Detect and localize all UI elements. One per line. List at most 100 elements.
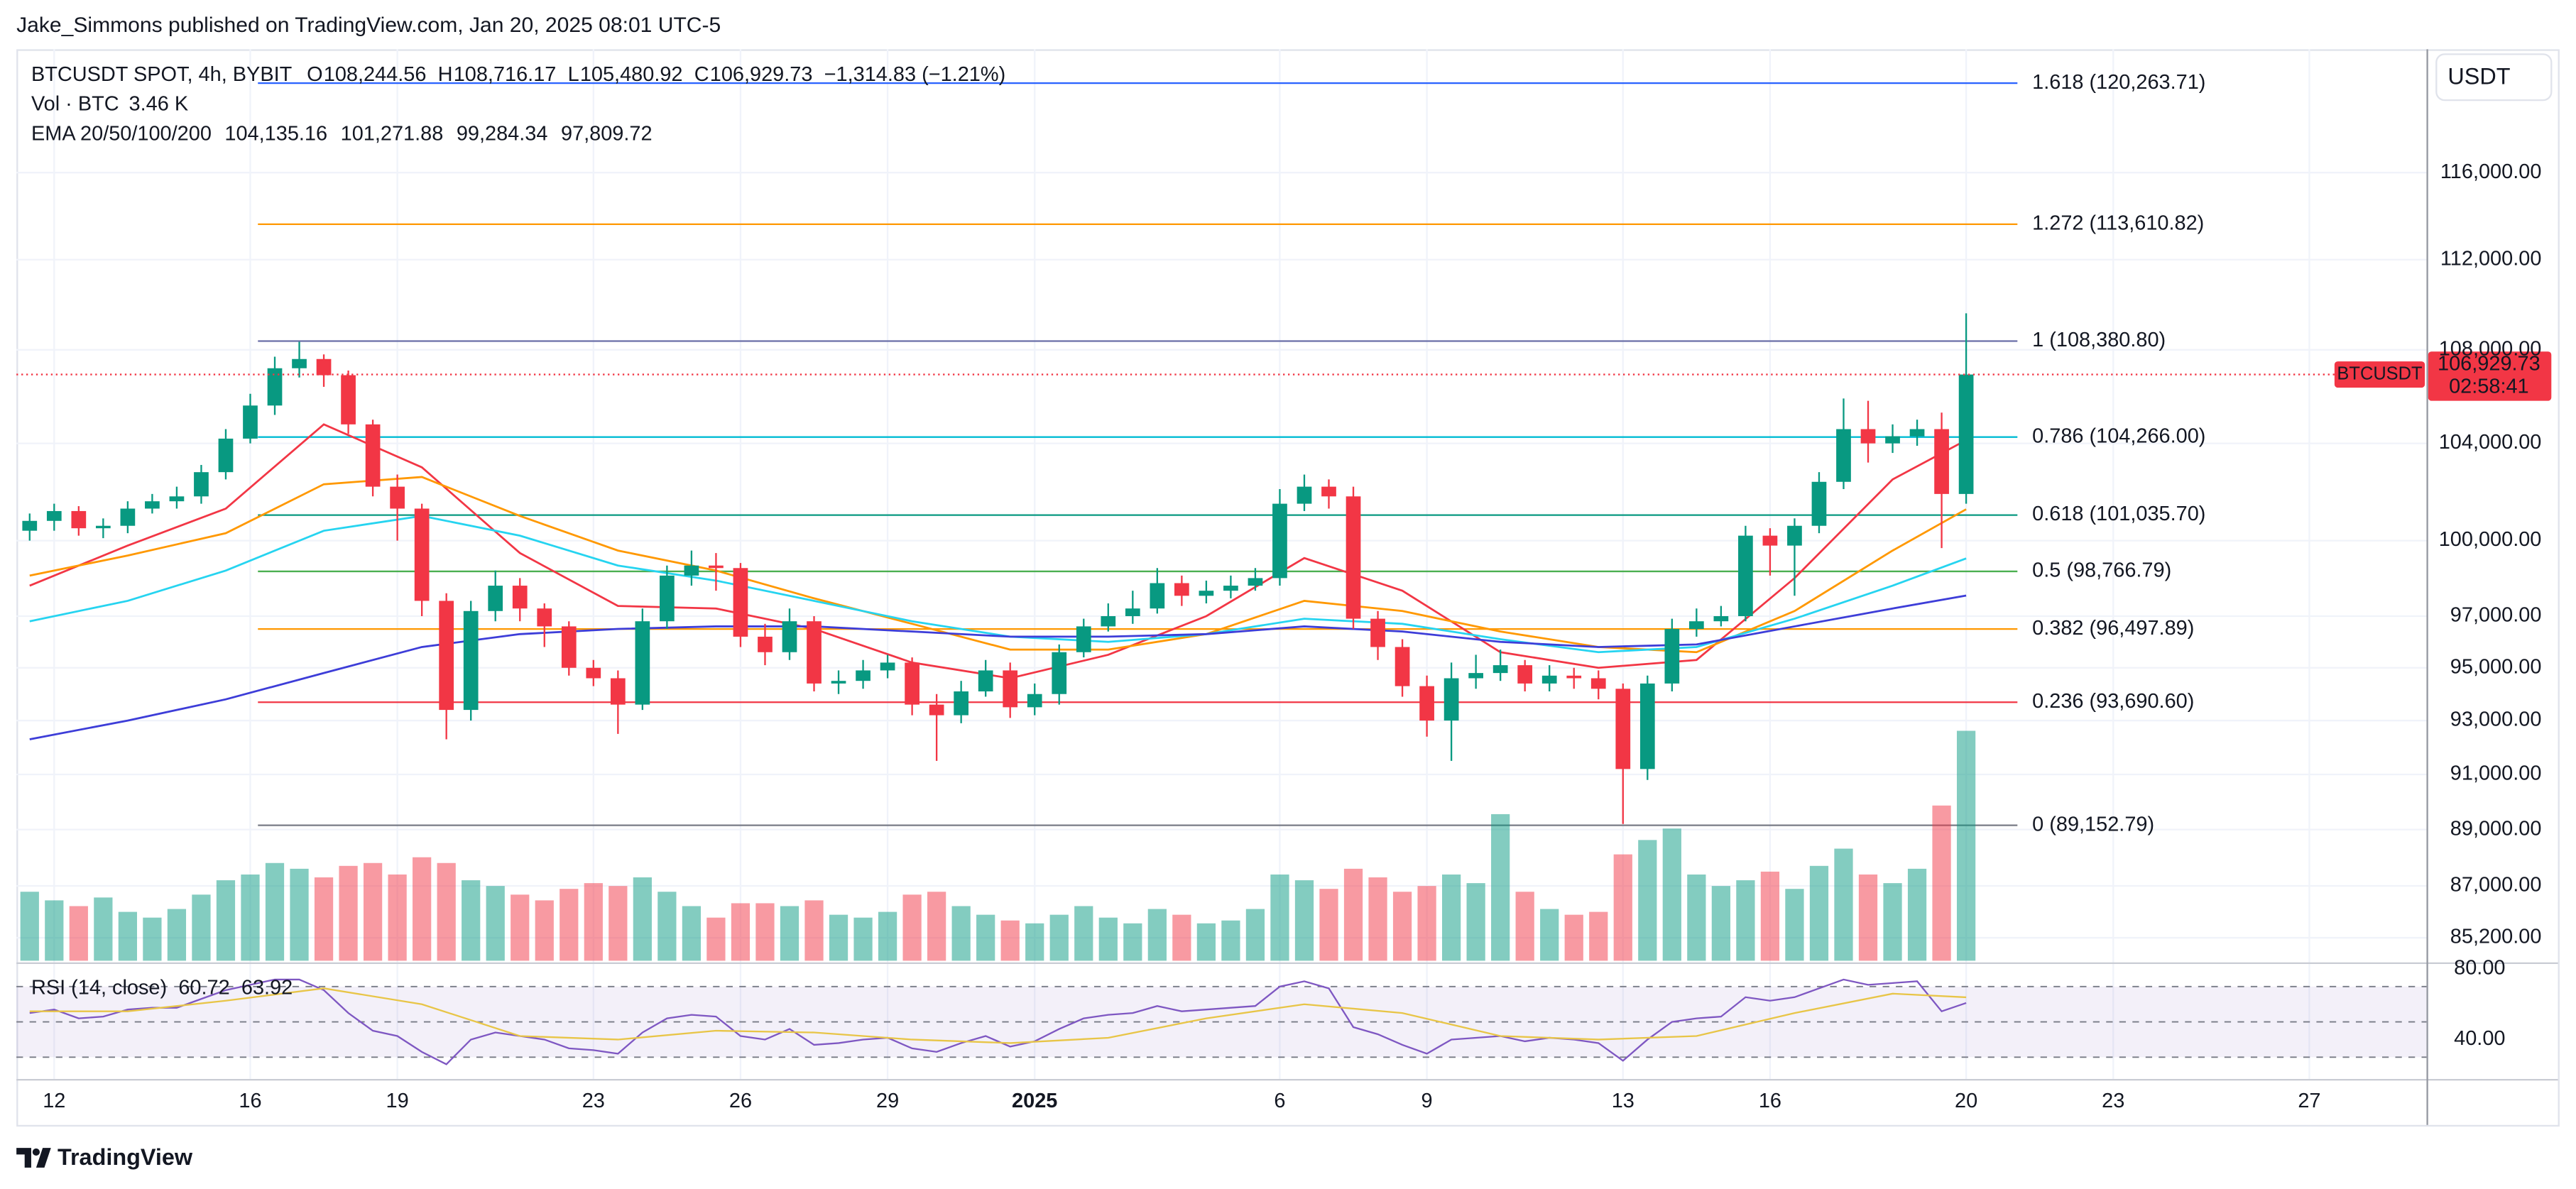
volume-bar [216, 880, 236, 961]
volume-bar [755, 903, 775, 961]
volume-bar [1000, 920, 1020, 961]
candle-body [512, 586, 528, 609]
publish-header: Jake_Simmons published on TradingView.co… [16, 13, 721, 37]
ohlc-value: 108,244.56 [324, 63, 427, 86]
ohlc-value: 105,480.92 [580, 63, 683, 86]
x-tick-label: 26 [729, 1090, 752, 1112]
volume-bar [1319, 889, 1338, 961]
candle-body [22, 520, 38, 531]
volume-bar [1392, 892, 1412, 961]
candle-body [660, 575, 675, 622]
ohlc-label: O [307, 63, 322, 86]
currency-button[interactable] [2435, 53, 2553, 102]
symbol-title[interactable]: BTCUSDT SPOT, 4h, BYBIT [31, 63, 292, 86]
y-tick-label: 87,000.00 [2450, 874, 2542, 897]
candle-body [1297, 486, 1312, 504]
ohlc-value: 108,716.17 [454, 63, 557, 86]
x-tick-label: 16 [1759, 1090, 1781, 1112]
volume-bar [1956, 730, 1976, 961]
volume-bar [1540, 909, 1559, 961]
candle-body [1468, 673, 1483, 679]
x-tick-label: 23 [2102, 1090, 2124, 1112]
candle-body [978, 670, 993, 692]
candle-body [1370, 618, 1385, 647]
volume-bar [1074, 906, 1093, 961]
fib-label[interactable]: 0.786 (104,266.00) [2032, 424, 2205, 447]
last-price-label: 106,929.73 [2438, 352, 2540, 375]
y-tick-label: 112,000.00 [2440, 247, 2542, 270]
candle-body [1443, 678, 1459, 721]
volume-bar [265, 862, 285, 961]
y-tick-label: 93,000.00 [2450, 708, 2542, 731]
x-tick-label: 2025 [1012, 1090, 1057, 1112]
volume-bar [731, 903, 751, 961]
fib-label[interactable]: 0.5 (98,766.79) [2032, 559, 2171, 582]
candle-body [1787, 525, 1802, 546]
candle-body [1713, 615, 1729, 622]
candle-body [120, 508, 136, 526]
x-tick-label: 16 [239, 1090, 261, 1112]
volume-bar [584, 883, 603, 961]
fib-label[interactable]: 0.236 (93,690.60) [2032, 690, 2194, 713]
volume-bar [511, 894, 530, 961]
volume-bar [192, 894, 211, 961]
volume-bar [878, 911, 897, 961]
fib-label[interactable]: 1.272 (113,610.82) [2032, 212, 2204, 235]
volume-bar [20, 892, 39, 961]
fib-label[interactable]: 1.618 (120,263.71) [2032, 71, 2205, 94]
volume-title: Vol · BTC [31, 93, 119, 116]
volume-bar [1098, 917, 1118, 961]
candle-body [1615, 689, 1631, 769]
candle-body [194, 472, 209, 497]
fibonacci[interactable]: 1.618 (120,263.71) 1.272 (113,610.82) 1 (1… [258, 71, 2205, 836]
volume-bar [1907, 868, 1927, 961]
fib-label[interactable]: 1 (108,380.80) [2032, 329, 2166, 351]
x-tick-label: 9 [1421, 1090, 1433, 1112]
volume-bar [1858, 874, 1878, 961]
fib-label[interactable]: 0.382 (96,497.89) [2032, 617, 2194, 640]
x-tick-label: 29 [876, 1090, 899, 1112]
volume-bar [1123, 923, 1142, 961]
x-tick-label: 19 [386, 1090, 409, 1112]
ema-value: 101,271.88 [341, 122, 444, 145]
candle-body [807, 621, 822, 684]
fib-label[interactable]: 0 (89,152.79) [2032, 813, 2154, 835]
candle-body [1590, 678, 1606, 689]
volume-bar [143, 917, 162, 961]
logo-mark [16, 1148, 51, 1168]
rsi-line [29, 978, 1967, 1065]
candle-body [365, 424, 381, 487]
x-tick-label: 20 [1955, 1090, 1977, 1112]
candle-body [267, 368, 283, 406]
volume-bar [437, 862, 456, 961]
rsi-ma-value: 63.92 [241, 976, 293, 999]
logo [16, 1148, 51, 1168]
candle-body [243, 405, 258, 439]
candle-body [1541, 675, 1557, 684]
candle-body [1272, 503, 1287, 579]
volume-bar [1883, 883, 1902, 961]
volume-bar [1638, 840, 1657, 961]
candle-body [758, 636, 773, 652]
volume-bar [1834, 848, 1853, 961]
candle-body [782, 621, 797, 652]
candle-body [292, 358, 307, 368]
volume-bar [167, 909, 187, 961]
volume [20, 730, 1976, 961]
candle-body [169, 496, 185, 502]
y-tick-label: 95,000.00 [2450, 655, 2542, 678]
volume-bar [804, 900, 824, 961]
currency[interactable]: USDT [2447, 63, 2510, 89]
volume-bar [1417, 886, 1436, 961]
frame [16, 49, 2560, 1127]
rsi-ma-line [29, 987, 1967, 1044]
volume-value: 3.46 K [129, 93, 189, 116]
volume-bar [1687, 874, 1706, 961]
candle-body [905, 662, 919, 705]
candle-body [1958, 374, 1974, 494]
x-tick-label: 27 [2298, 1090, 2320, 1112]
candle-body [414, 508, 430, 601]
fib-label[interactable]: 0.618 (101,035.70) [2032, 503, 2205, 525]
